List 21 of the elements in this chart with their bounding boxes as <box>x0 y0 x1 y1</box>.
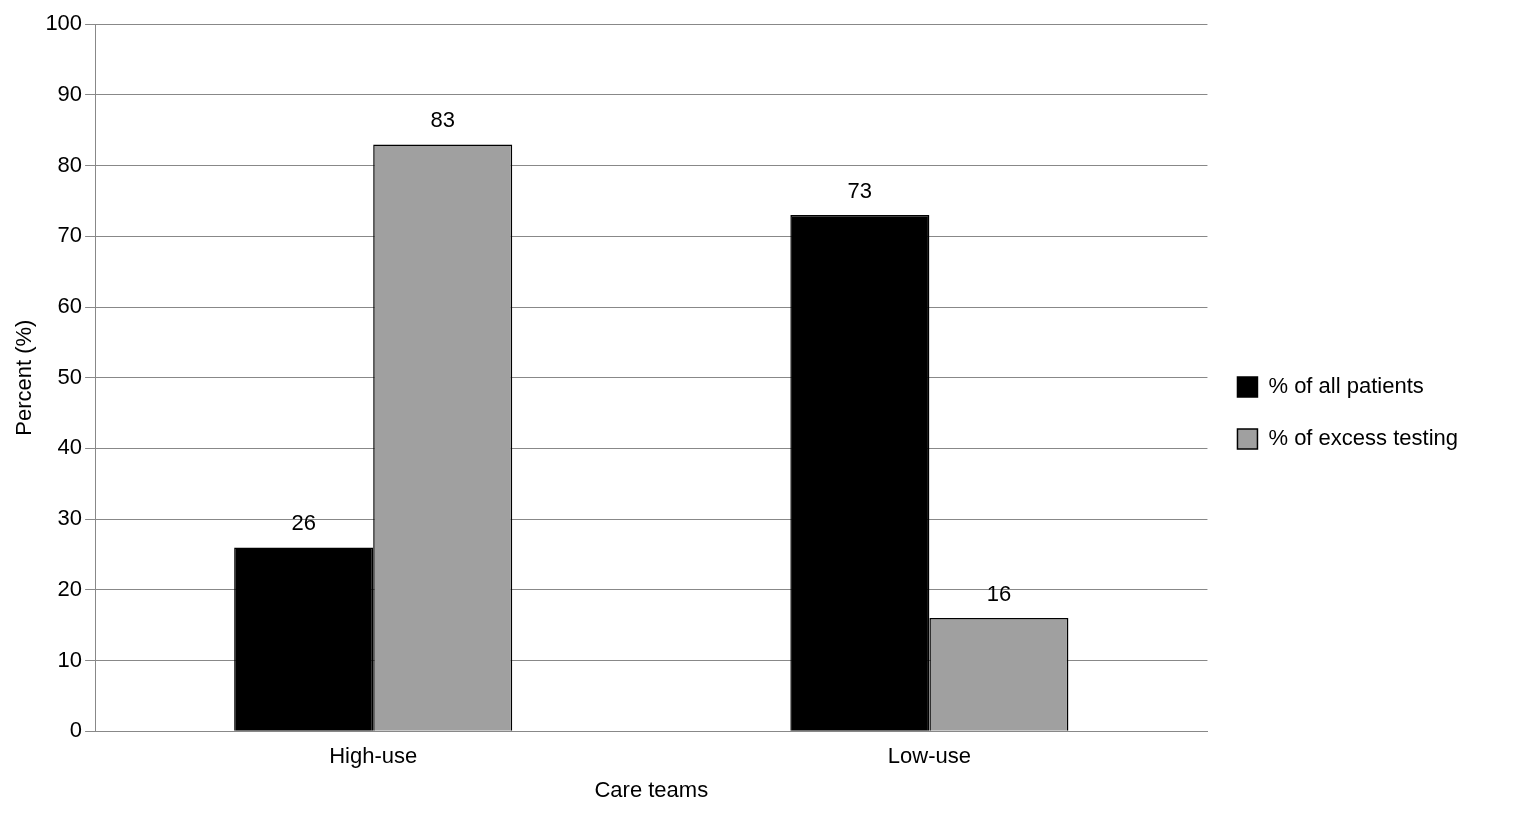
y-tick-label: 40 <box>57 434 83 460</box>
legend-label: % of excess testing <box>1268 425 1459 451</box>
y-tick-label: 30 <box>57 505 83 531</box>
data-label: 73 <box>847 178 873 204</box>
y-tick-label: 90 <box>57 80 83 106</box>
y-tick-label: 0 <box>69 717 83 743</box>
y-tick-label: 60 <box>57 293 83 319</box>
y-tick-label: 10 <box>57 646 83 672</box>
x-axis-title: Care teams <box>594 776 709 802</box>
y-tick-label: 100 <box>45 10 83 36</box>
x-tick-label: Low-use <box>887 743 971 769</box>
data-label: 26 <box>291 510 316 536</box>
y-tick-label: 20 <box>57 575 83 601</box>
y-tick-label: 50 <box>57 363 83 389</box>
legend-label: % of all patients <box>1268 373 1424 399</box>
y-tick-label: 80 <box>57 151 83 177</box>
x-tick-label: High-use <box>329 743 418 769</box>
y-tick-label: 70 <box>57 222 83 248</box>
data-label: 16 <box>986 581 1012 607</box>
data-label: 83 <box>430 107 455 133</box>
y-axis-title: Percent (%) <box>11 319 37 436</box>
